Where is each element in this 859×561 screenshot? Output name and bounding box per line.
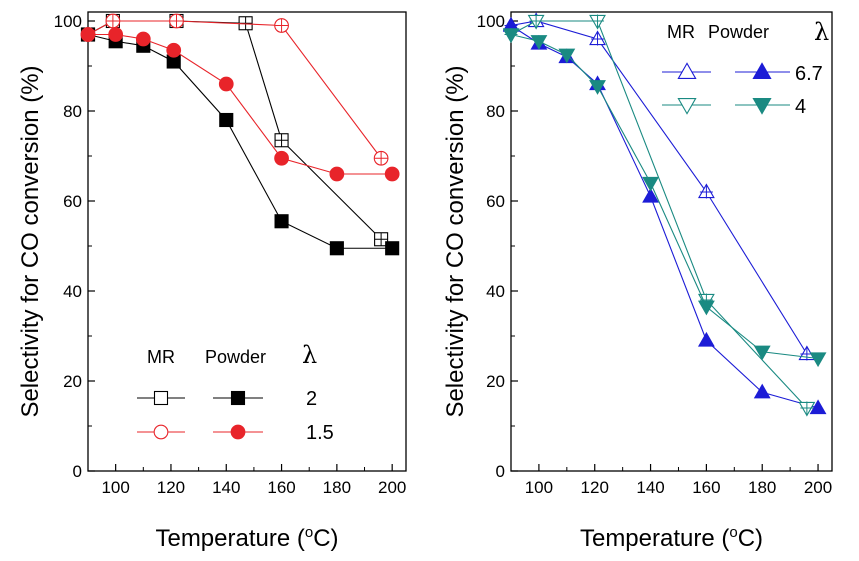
y-tick-label: 60 <box>486 192 505 211</box>
x-axis-label-main: Temperature ( <box>155 525 304 552</box>
legend-marker-powder <box>230 390 246 406</box>
legend-label: 4 <box>795 96 806 118</box>
legend: MR Powder λ 6.7 4 <box>662 18 829 118</box>
y-tick-label: 20 <box>63 372 82 391</box>
data-point <box>558 48 576 64</box>
legend: MR Powder λ 2 1.5 <box>137 341 334 444</box>
x-axis-label-degree: o <box>305 524 313 541</box>
data-point <box>589 80 606 95</box>
data-point <box>753 345 771 361</box>
y-tick-label: 0 <box>73 462 82 481</box>
x-tick-label: 120 <box>157 478 185 497</box>
legend-marker-mr <box>153 424 169 440</box>
x-tick-label: 100 <box>525 478 553 497</box>
x-tick-label: 180 <box>748 478 776 497</box>
data-point <box>218 76 234 92</box>
y-tick-label: 20 <box>486 372 505 391</box>
legend-marker-powder <box>230 424 246 440</box>
x-axis-label-unit: C) <box>738 525 763 552</box>
legend-marker-mr <box>677 97 697 115</box>
plot-frame <box>87 11 407 472</box>
series-line <box>87 20 382 240</box>
data-point <box>166 42 182 58</box>
legend-marker-powder <box>752 97 772 115</box>
legend-header-mr: MR <box>147 347 175 367</box>
data-point <box>753 383 771 399</box>
x-tick-label: 160 <box>267 478 295 497</box>
legend-marker-powder <box>752 62 772 80</box>
legend-label: 1.5 <box>306 422 334 444</box>
legend-label: 6.7 <box>795 63 823 85</box>
x-tick-label: 200 <box>804 478 832 497</box>
y-tick-label: 0 <box>496 462 505 481</box>
series-line <box>510 33 819 360</box>
data-point <box>697 300 715 316</box>
y-tick-label: 40 <box>486 282 505 301</box>
series-powder-2 <box>80 27 400 256</box>
data-point <box>642 176 659 192</box>
x-tick-label: 180 <box>323 478 351 497</box>
series-powder-1_5 <box>80 27 400 182</box>
data-point <box>809 352 827 368</box>
chart-panel-1: 0 20 40 60 80 100 100 120 140 160 180 200 Selectivit… <box>17 11 407 552</box>
y-tick-label: 80 <box>63 102 82 121</box>
y-tick-label: 80 <box>486 102 505 121</box>
data-point <box>384 166 400 182</box>
series-mr-6_7 <box>503 12 816 361</box>
x-tick-label: 140 <box>212 478 240 497</box>
x-tick-label: 160 <box>692 478 720 497</box>
data-point <box>80 27 96 42</box>
data-point <box>108 27 124 42</box>
plot-frame <box>510 11 833 472</box>
y-tick-label: 100 <box>54 12 82 31</box>
series-line <box>88 33 393 175</box>
x-axis-label-main: Temperature ( <box>580 525 729 552</box>
series-line <box>87 33 393 249</box>
y-tick-label: 100 <box>477 12 505 31</box>
y-axis-label: Selectivity for CO conversion (%) <box>442 65 469 417</box>
data-point <box>503 28 520 44</box>
data-point <box>329 241 344 256</box>
legend-marker-mr <box>677 62 697 80</box>
data-point <box>385 241 400 256</box>
legend-label: 2 <box>306 388 317 410</box>
data-point <box>274 214 289 229</box>
data-point <box>135 31 151 47</box>
series-powder-6_7 <box>503 16 827 415</box>
legend-header-mr: MR <box>667 22 695 42</box>
y-axis-label: Selectivity for CO conversion (%) <box>17 65 44 417</box>
x-tick-label: 120 <box>581 478 609 497</box>
series-line <box>510 25 819 409</box>
x-axis-label-unit: C) <box>313 525 338 552</box>
data-point <box>219 112 234 128</box>
x-tick-label: 140 <box>636 478 664 497</box>
chart-panel-2: 0 20 40 60 80 100 100 120 140 160 180 200 Selectivit… <box>442 11 833 552</box>
x-axis-label-degree: o <box>729 524 737 541</box>
y-tick-label: 60 <box>63 192 82 211</box>
x-tick-label: 200 <box>378 478 406 497</box>
data-point <box>697 331 715 347</box>
series-line <box>87 20 382 159</box>
y-tick-label: 40 <box>63 282 82 301</box>
legend-header-lambda: λ <box>814 18 829 46</box>
legend-header-powder: Powder <box>708 22 769 42</box>
data-point <box>329 166 345 182</box>
data-point <box>530 35 548 50</box>
series-mr-2 <box>80 13 389 247</box>
data-point <box>274 150 289 166</box>
series-powder-4 <box>503 28 827 368</box>
data-point <box>809 399 827 415</box>
legend-header-lambda: λ <box>302 341 317 369</box>
data-point <box>642 187 659 203</box>
series-mr-1_5 <box>80 13 389 166</box>
x-tick-label: 100 <box>101 478 129 497</box>
x-axis-label: Temperature (oC) <box>155 524 338 552</box>
legend-marker-mr <box>153 390 169 406</box>
legend-header-powder: Powder <box>205 347 266 367</box>
x-axis-label: Temperature (oC) <box>580 524 763 552</box>
